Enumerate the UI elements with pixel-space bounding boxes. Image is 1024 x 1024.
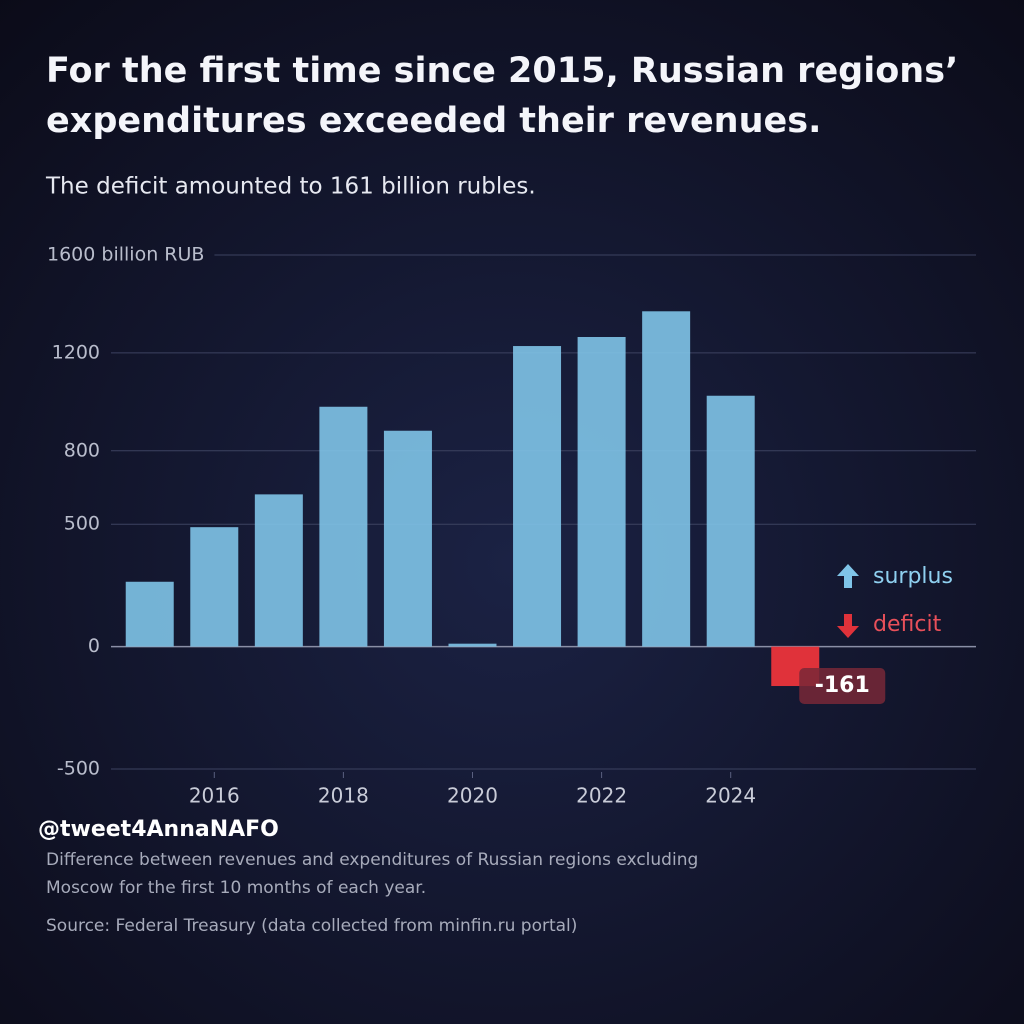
- bar: [513, 346, 562, 647]
- source: Source: Federal Treasury (data collected…: [46, 916, 577, 936]
- y-tick-label: 1600 billion RUB: [47, 244, 204, 266]
- plot: -161: [125, 311, 886, 705]
- value-label-text: -161: [815, 673, 870, 698]
- legend-marker: [837, 564, 859, 588]
- bar: [190, 527, 239, 647]
- chart-title: For the first time since 2015, Russian r…: [46, 51, 958, 91]
- chart-subtitle: The deficit amounted to 161 billion rubl…: [45, 174, 536, 200]
- legend-label: surplus: [873, 564, 953, 589]
- bar: [254, 494, 303, 647]
- bar: [642, 311, 691, 647]
- x-tick-label: 2018: [318, 784, 369, 808]
- value-label-box: [799, 668, 886, 705]
- x-tick-label: 2016: [189, 784, 240, 808]
- y-tick-label: 0: [88, 635, 100, 657]
- watermark: @tweet4AnnaNAFO: [38, 817, 279, 842]
- value-label: -161: [799, 668, 886, 705]
- x-tick-label: 2024: [705, 784, 756, 808]
- legend-label: deficit: [873, 612, 942, 637]
- bar: [319, 406, 368, 647]
- bar: [577, 336, 626, 647]
- bar: [383, 430, 432, 647]
- x-tick-label: 2020: [447, 784, 498, 808]
- y-tick-label: -500: [57, 758, 100, 780]
- bar: [706, 395, 755, 647]
- x-tick-label: 2022: [576, 784, 627, 808]
- bar: [125, 581, 174, 647]
- y-tick-label: 1200: [52, 341, 100, 363]
- y-tick-label: 800: [64, 439, 100, 461]
- y-tick-label: 500: [64, 513, 100, 535]
- legend-marker: [837, 614, 859, 638]
- bar: [448, 643, 497, 647]
- chart-title: expenditures exceeded their revenues.: [46, 101, 821, 141]
- note: Moscow for the first 10 months of each y…: [46, 878, 426, 898]
- note: Difference between revenues and expendit…: [46, 850, 698, 870]
